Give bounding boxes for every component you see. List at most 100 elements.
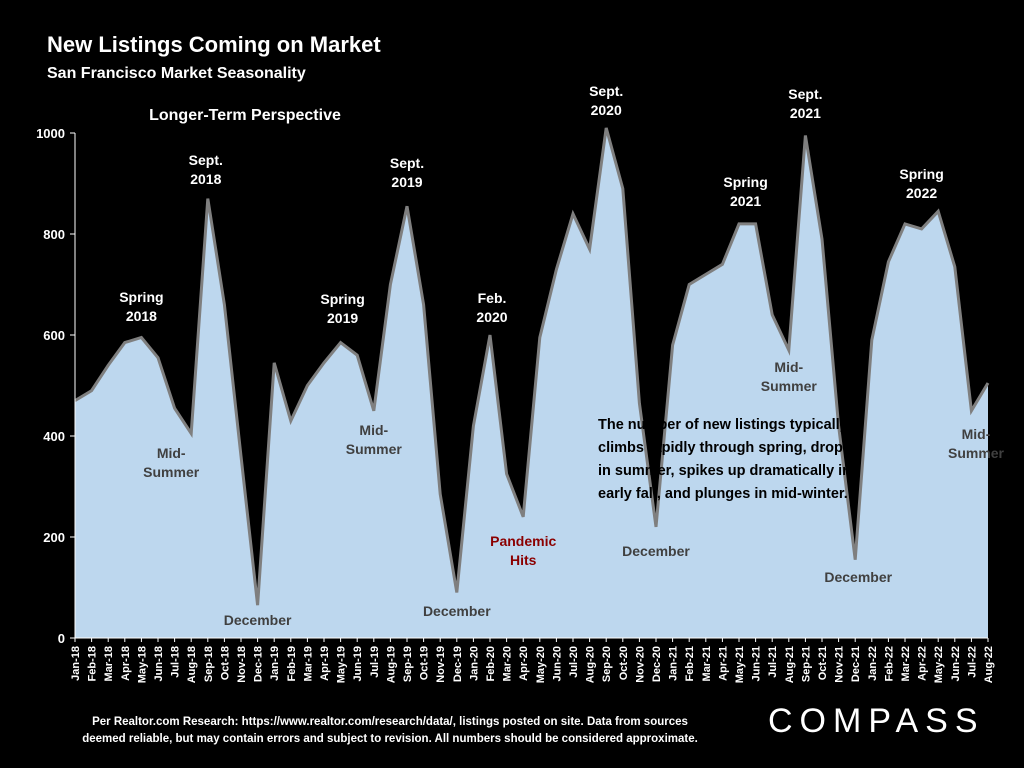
chart-inner-title: Longer-Term Perspective	[149, 107, 341, 124]
x-tick-label: Aug-22	[983, 646, 995, 683]
annotation-label: Sept.	[189, 152, 223, 168]
callout-text: early fall, and plunges in mid-winter.	[598, 486, 848, 502]
annotation-label: Hits	[510, 552, 537, 568]
x-tick-label: Jan-19	[269, 646, 281, 681]
annotation-label: 2018	[190, 171, 221, 187]
annotation-label: Sept.	[589, 83, 623, 99]
annotation-label: December	[224, 612, 292, 628]
area-chart: 0 200 400 600 800 1000 Jan-18 Feb-18 Mar-18 Apr-1…	[36, 83, 1005, 683]
y-tick-label: 400	[43, 429, 65, 444]
x-tick-label: Sep-21	[800, 646, 812, 682]
annotation-label: 2020	[476, 309, 507, 325]
y-tick-label: 200	[43, 530, 65, 545]
annotation-label: Summer	[948, 445, 1005, 461]
x-tick-label: Jan-21	[668, 646, 680, 681]
y-tick-label: 1000	[36, 126, 65, 141]
x-tick-label: Nov-20	[634, 646, 646, 683]
annotation-label: 2019	[391, 174, 422, 190]
annotation-label: Spring	[320, 291, 364, 307]
callout-text: climbs rapidly through spring, drops	[598, 440, 851, 456]
y-tick-label: 800	[43, 227, 65, 242]
compass-logo: COMPASS	[768, 702, 985, 740]
x-tick-label: Aug-19	[385, 646, 397, 683]
x-tick-label: Dec-21	[850, 646, 862, 682]
y-tick-label: 0	[58, 631, 65, 646]
x-tick-label: Jun-21	[751, 646, 763, 681]
x-tick-label: Dec-19	[452, 646, 464, 682]
chart-title: New Listings Coming on Market	[47, 32, 381, 57]
x-tick-label: Oct-21	[817, 646, 829, 680]
x-tick-label: Apr-20	[518, 646, 530, 681]
x-tick-label: Apr-18	[120, 646, 132, 681]
annotation-label: Sept.	[390, 155, 424, 171]
x-tick-label: Oct-19	[419, 646, 431, 680]
annotation-label: Pandemic	[490, 533, 556, 549]
x-tick-label: May-19	[336, 646, 348, 683]
annotation-label: December	[423, 603, 491, 619]
x-tick-label: May-18	[136, 646, 148, 683]
annotation-label: Mid-	[962, 426, 991, 442]
listings-line	[74, 127, 990, 606]
x-tick-label: Feb-18	[87, 646, 99, 681]
chart-subtitle: San Francisco Market Seasonality	[47, 65, 306, 82]
annotation-label: 2021	[730, 193, 761, 209]
x-tick-label: Jul-20	[568, 646, 580, 678]
x-tick-label: Sep-20	[601, 646, 613, 682]
y-tick-label: 600	[43, 328, 65, 343]
annotation-label: 2019	[327, 310, 358, 326]
annotation-label: Sept.	[788, 86, 822, 102]
x-tick-label: Jan-18	[70, 646, 82, 681]
x-tick-label: Nov-19	[435, 646, 447, 683]
annotation-label: Spring	[119, 289, 163, 305]
x-tick-label: Dec-18	[253, 646, 265, 682]
x-tick-label: Mar-18	[103, 646, 115, 681]
x-tick-label: Jun-19	[352, 646, 364, 681]
x-tick-label: Jun-22	[950, 646, 962, 681]
annotation-label: 2021	[790, 105, 821, 121]
annotation-label: Summer	[761, 378, 818, 394]
annotation-label: December	[622, 543, 690, 559]
callout-text: The number of new listings typically	[598, 417, 848, 433]
x-tick-label: Jan-22	[867, 646, 879, 681]
annotation-label: 2020	[591, 102, 622, 118]
x-tick-label: Jun-20	[551, 646, 563, 681]
x-tick-label: Sep-19	[402, 646, 414, 682]
x-tick-label: Feb-21	[684, 646, 696, 681]
x-tick-label: Aug-20	[585, 646, 597, 683]
x-tick-label: Dec-20	[651, 646, 663, 682]
x-tick-label: Oct-20	[618, 646, 630, 680]
footnote-line-2: deemed reliable, but may contain errors …	[82, 733, 698, 745]
footnote-line-1: Per Realtor.com Research: https://www.re…	[92, 716, 688, 728]
annotation-label: December	[824, 569, 892, 585]
annotation-label: Mid-	[359, 422, 388, 438]
x-tick-label: Nov-21	[834, 646, 846, 683]
x-tick-label: Jul-21	[767, 646, 779, 678]
x-tick-label: Apr-19	[319, 646, 331, 681]
annotation-label: 2018	[126, 308, 157, 324]
annotation-label: Summer	[346, 441, 403, 457]
annotation-label: 2022	[906, 185, 937, 201]
x-tick-label: Feb-22	[883, 646, 895, 681]
x-tick-label: May-21	[734, 646, 746, 683]
x-tick-label: Jun-18	[153, 646, 165, 681]
x-tick-label: Apr-21	[717, 646, 729, 681]
annotation-label: Summer	[143, 464, 200, 480]
x-tick-label: May-22	[933, 646, 945, 683]
annotation-label: Mid-	[157, 445, 186, 461]
x-tick-label: Jan-20	[468, 646, 480, 681]
callout-text: in summer, spikes up dramatically in	[598, 463, 851, 479]
x-tick-label: May-20	[535, 646, 547, 683]
source-footnote: Per Realtor.com Research: https://www.re…	[30, 714, 750, 748]
x-tick-label: Apr-22	[917, 646, 929, 681]
x-tick-label: Sep-18	[203, 646, 215, 682]
x-tick-label: Mar-21	[701, 646, 713, 681]
x-tick-label: Jul-18	[170, 646, 182, 678]
x-tick-label: Jul-19	[369, 646, 381, 678]
x-tick-label: Aug-18	[186, 646, 198, 683]
x-tick-label: Feb-19	[286, 646, 298, 681]
x-tick-label: Aug-21	[784, 646, 796, 683]
x-tick-label: Mar-20	[502, 646, 514, 681]
listings-area	[75, 127, 988, 639]
annotation-label: Feb.	[478, 290, 507, 306]
annotation-label: Spring	[899, 166, 943, 182]
